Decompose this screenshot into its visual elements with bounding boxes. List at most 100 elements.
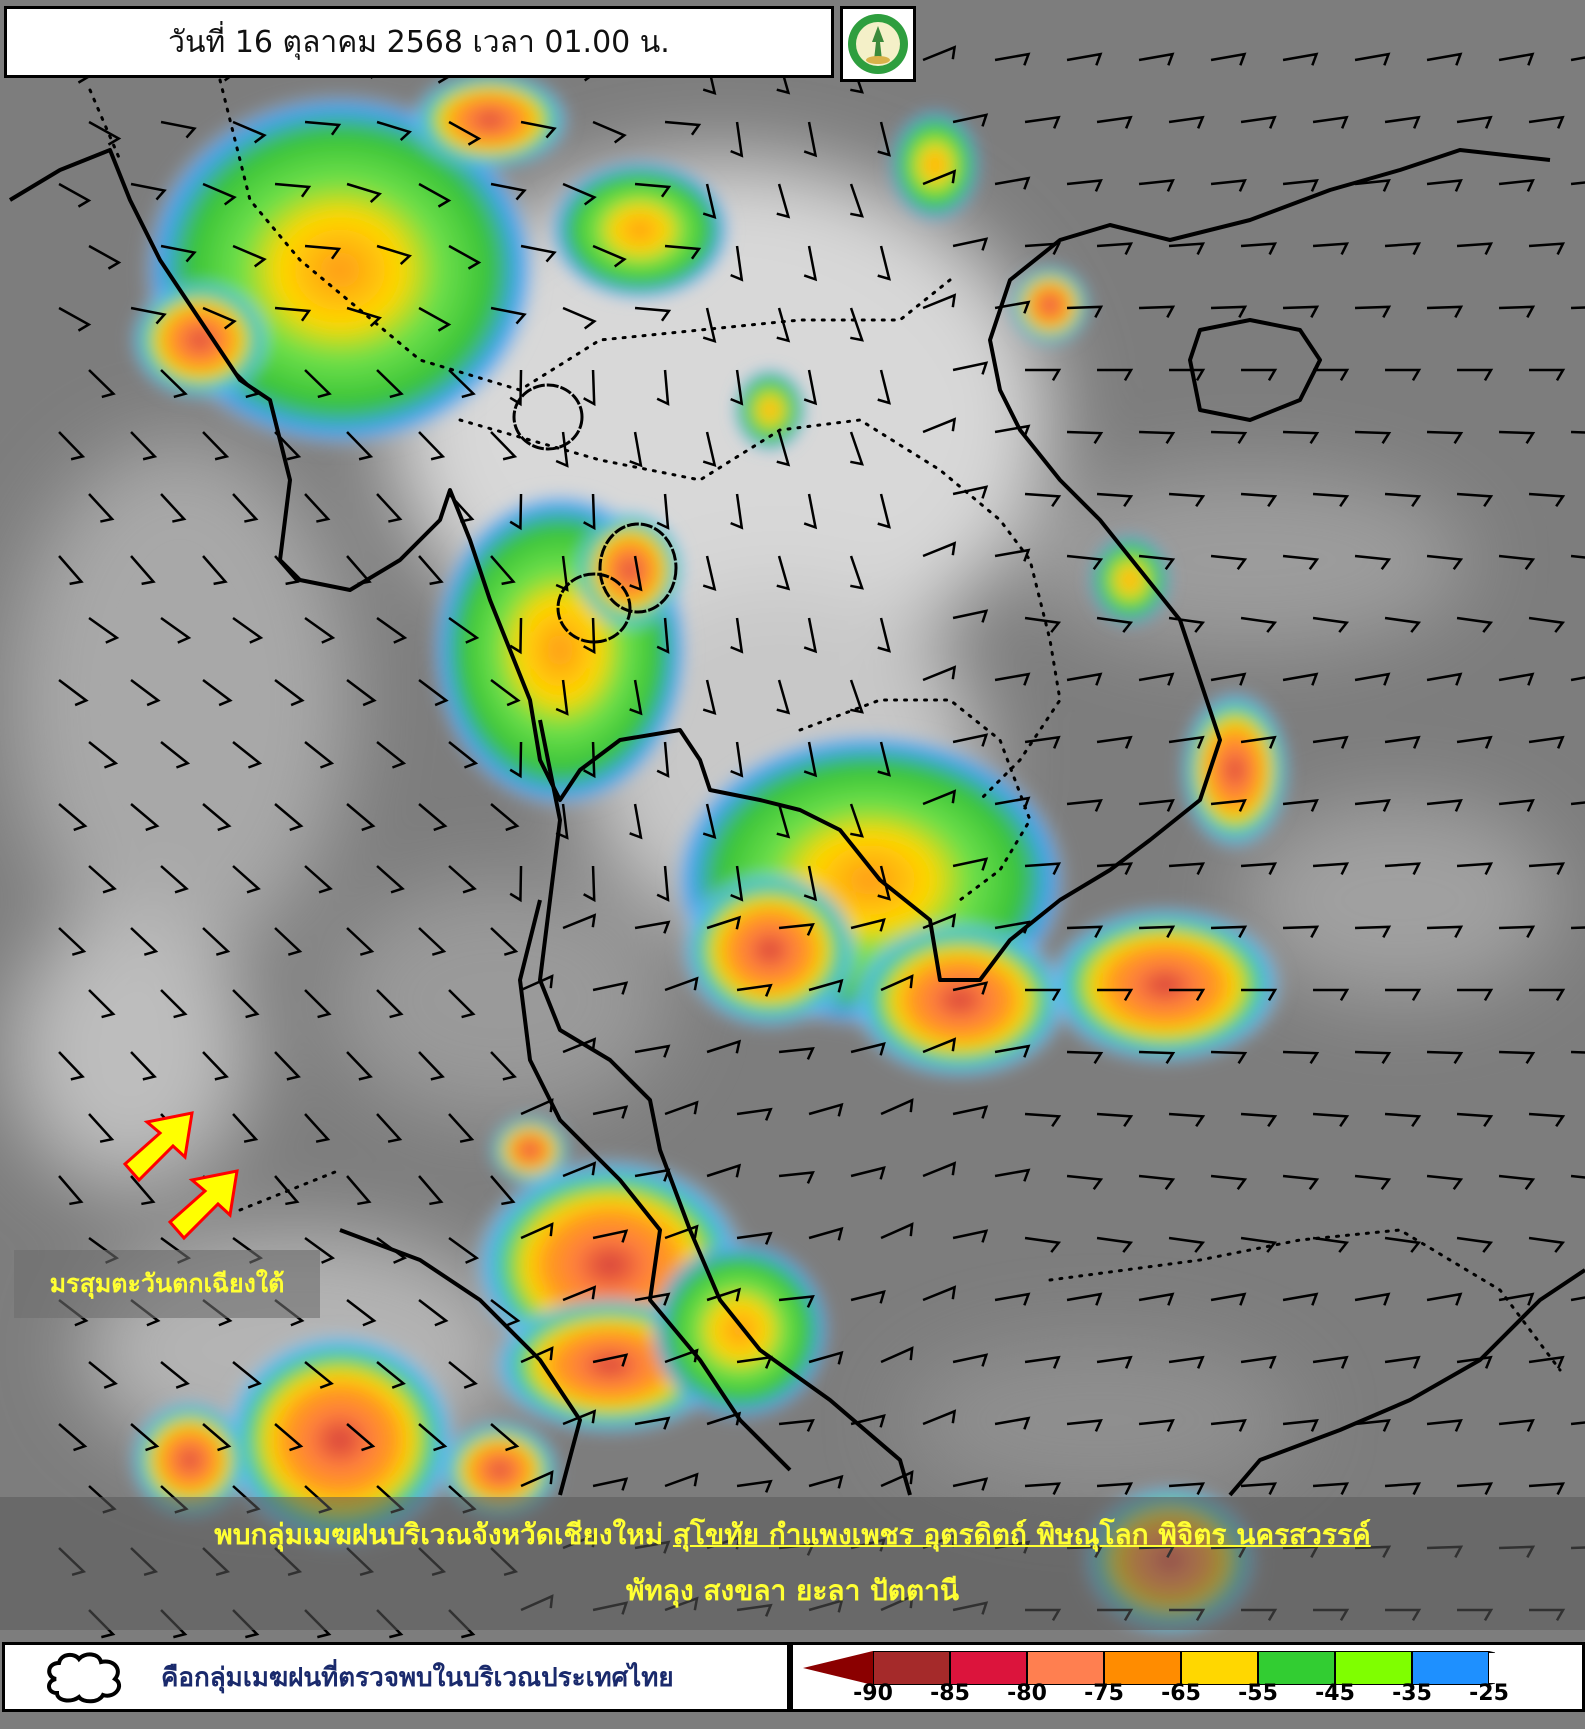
wind-barb [1426, 1292, 1463, 1306]
wind-barb [490, 555, 516, 586]
wind-barb [592, 244, 627, 268]
wind-barb [706, 1411, 742, 1426]
wind-barb [346, 1299, 377, 1327]
wind-barb [952, 1229, 989, 1243]
scale-tick-label: -80 [1007, 1681, 1047, 1706]
wind-barb [702, 679, 717, 715]
wind-barb [1282, 1174, 1320, 1190]
wind-barb [880, 974, 914, 992]
color-scale-bar [803, 1651, 1559, 1685]
wind-barb [448, 989, 476, 1019]
wind-barb [1210, 1292, 1247, 1306]
wind-barb [922, 665, 957, 682]
wind-barb [1096, 1355, 1133, 1369]
wind-barb [160, 244, 197, 263]
wind-barb [1168, 1355, 1205, 1369]
wind-barb [583, 741, 596, 779]
wind-barb [555, 803, 569, 840]
wind-barb [520, 1098, 554, 1116]
wind-barb [1498, 1050, 1536, 1064]
wind-barb [1097, 988, 1134, 1001]
wind-barb [664, 976, 699, 992]
wind-barb [1282, 798, 1319, 812]
summary-band: พบกลุ่มเมฆฝนบริเวณจังหวัดเชียงใหม่ สุโขท… [0, 1497, 1585, 1630]
wind-barb [664, 1348, 699, 1364]
wind-barb [803, 493, 818, 530]
wind-barb [202, 1051, 229, 1081]
wind-barb [88, 865, 117, 894]
wind-barb [592, 1353, 629, 1367]
wind-barb [509, 865, 523, 903]
wind-barb [202, 306, 237, 330]
wind-barb [562, 1409, 597, 1426]
wind-barb [776, 183, 791, 219]
wind-barb [448, 616, 480, 644]
cloud-legend: คือกลุ่มเมฆฝนที่ตรวจพบในบริเวณประเทศไทย [2, 1642, 790, 1712]
wind-barb [1138, 430, 1176, 444]
wind-barb [736, 1479, 773, 1493]
wind-barb [877, 741, 891, 777]
wind-barb [1096, 115, 1133, 129]
wind-barb [1498, 554, 1536, 570]
wind-barb [1138, 1418, 1175, 1432]
wind-barb [58, 1423, 88, 1452]
wind-barb [509, 617, 523, 655]
wind-barb [592, 1229, 629, 1243]
wind-barb [1570, 801, 1585, 806]
wind-barb [448, 120, 482, 146]
wind-barb [1138, 178, 1175, 192]
wind-barb [376, 989, 404, 1019]
wind-barb [1096, 242, 1134, 255]
wind-barb [448, 1113, 475, 1143]
wind-barb [592, 120, 627, 144]
wind-barb [520, 1222, 554, 1240]
wind-barb [1066, 1292, 1103, 1306]
wind-barb [274, 431, 302, 461]
wind-barb [58, 679, 89, 707]
wind-barb [702, 431, 717, 467]
wind-barb [1570, 181, 1585, 186]
wind-barb [1426, 925, 1464, 938]
scale-tick-label: -35 [1392, 1681, 1432, 1706]
wind-barb [952, 1105, 989, 1119]
wind-barb [520, 1470, 554, 1488]
coastlines-and-borders [8, 148, 1585, 1497]
wind-barb [418, 1175, 444, 1206]
wind-barb [922, 417, 957, 434]
wind-barb [1498, 925, 1536, 938]
wind-barb [877, 865, 891, 901]
wind-barb [877, 617, 891, 653]
wind-barb [1384, 1482, 1422, 1495]
summary-line-2: พัทลุง สงขลา ยะลา ปัตตานี [625, 1574, 960, 1607]
wind-barb [1066, 52, 1103, 66]
wind-barb [346, 1051, 373, 1081]
wind-barb [1066, 798, 1103, 812]
wind-barb [776, 307, 791, 343]
wind-barb [346, 803, 376, 832]
wind-barb [1354, 52, 1391, 66]
wind-barb [1096, 1482, 1134, 1495]
wind-barb [803, 121, 818, 158]
wind-barb [776, 803, 791, 839]
wind-barb [583, 493, 596, 531]
wind-barb [376, 120, 412, 142]
wind-barb [1426, 672, 1463, 686]
wind-barb [88, 120, 122, 146]
wind-barb [1138, 52, 1175, 66]
wind-barb [1066, 305, 1104, 318]
wind-barb [1528, 735, 1565, 749]
wind-barb [1354, 1050, 1392, 1064]
wind-barb [1570, 1050, 1585, 1054]
wind-barb [776, 431, 791, 467]
wind-barb [304, 244, 342, 260]
wind-barb [706, 1287, 742, 1302]
wind-barb [58, 306, 92, 332]
wind-barb [376, 1113, 403, 1143]
wind-barb [1528, 616, 1566, 633]
summary-line-1: พบกลุ่มเมฆฝนบริเวณจังหวัดเชียงใหม่ สุโขท… [0, 1513, 1585, 1557]
wind-barb [555, 679, 569, 716]
wind-barb [850, 1290, 886, 1304]
wind-barb [130, 182, 167, 201]
wind-barb [922, 789, 957, 806]
